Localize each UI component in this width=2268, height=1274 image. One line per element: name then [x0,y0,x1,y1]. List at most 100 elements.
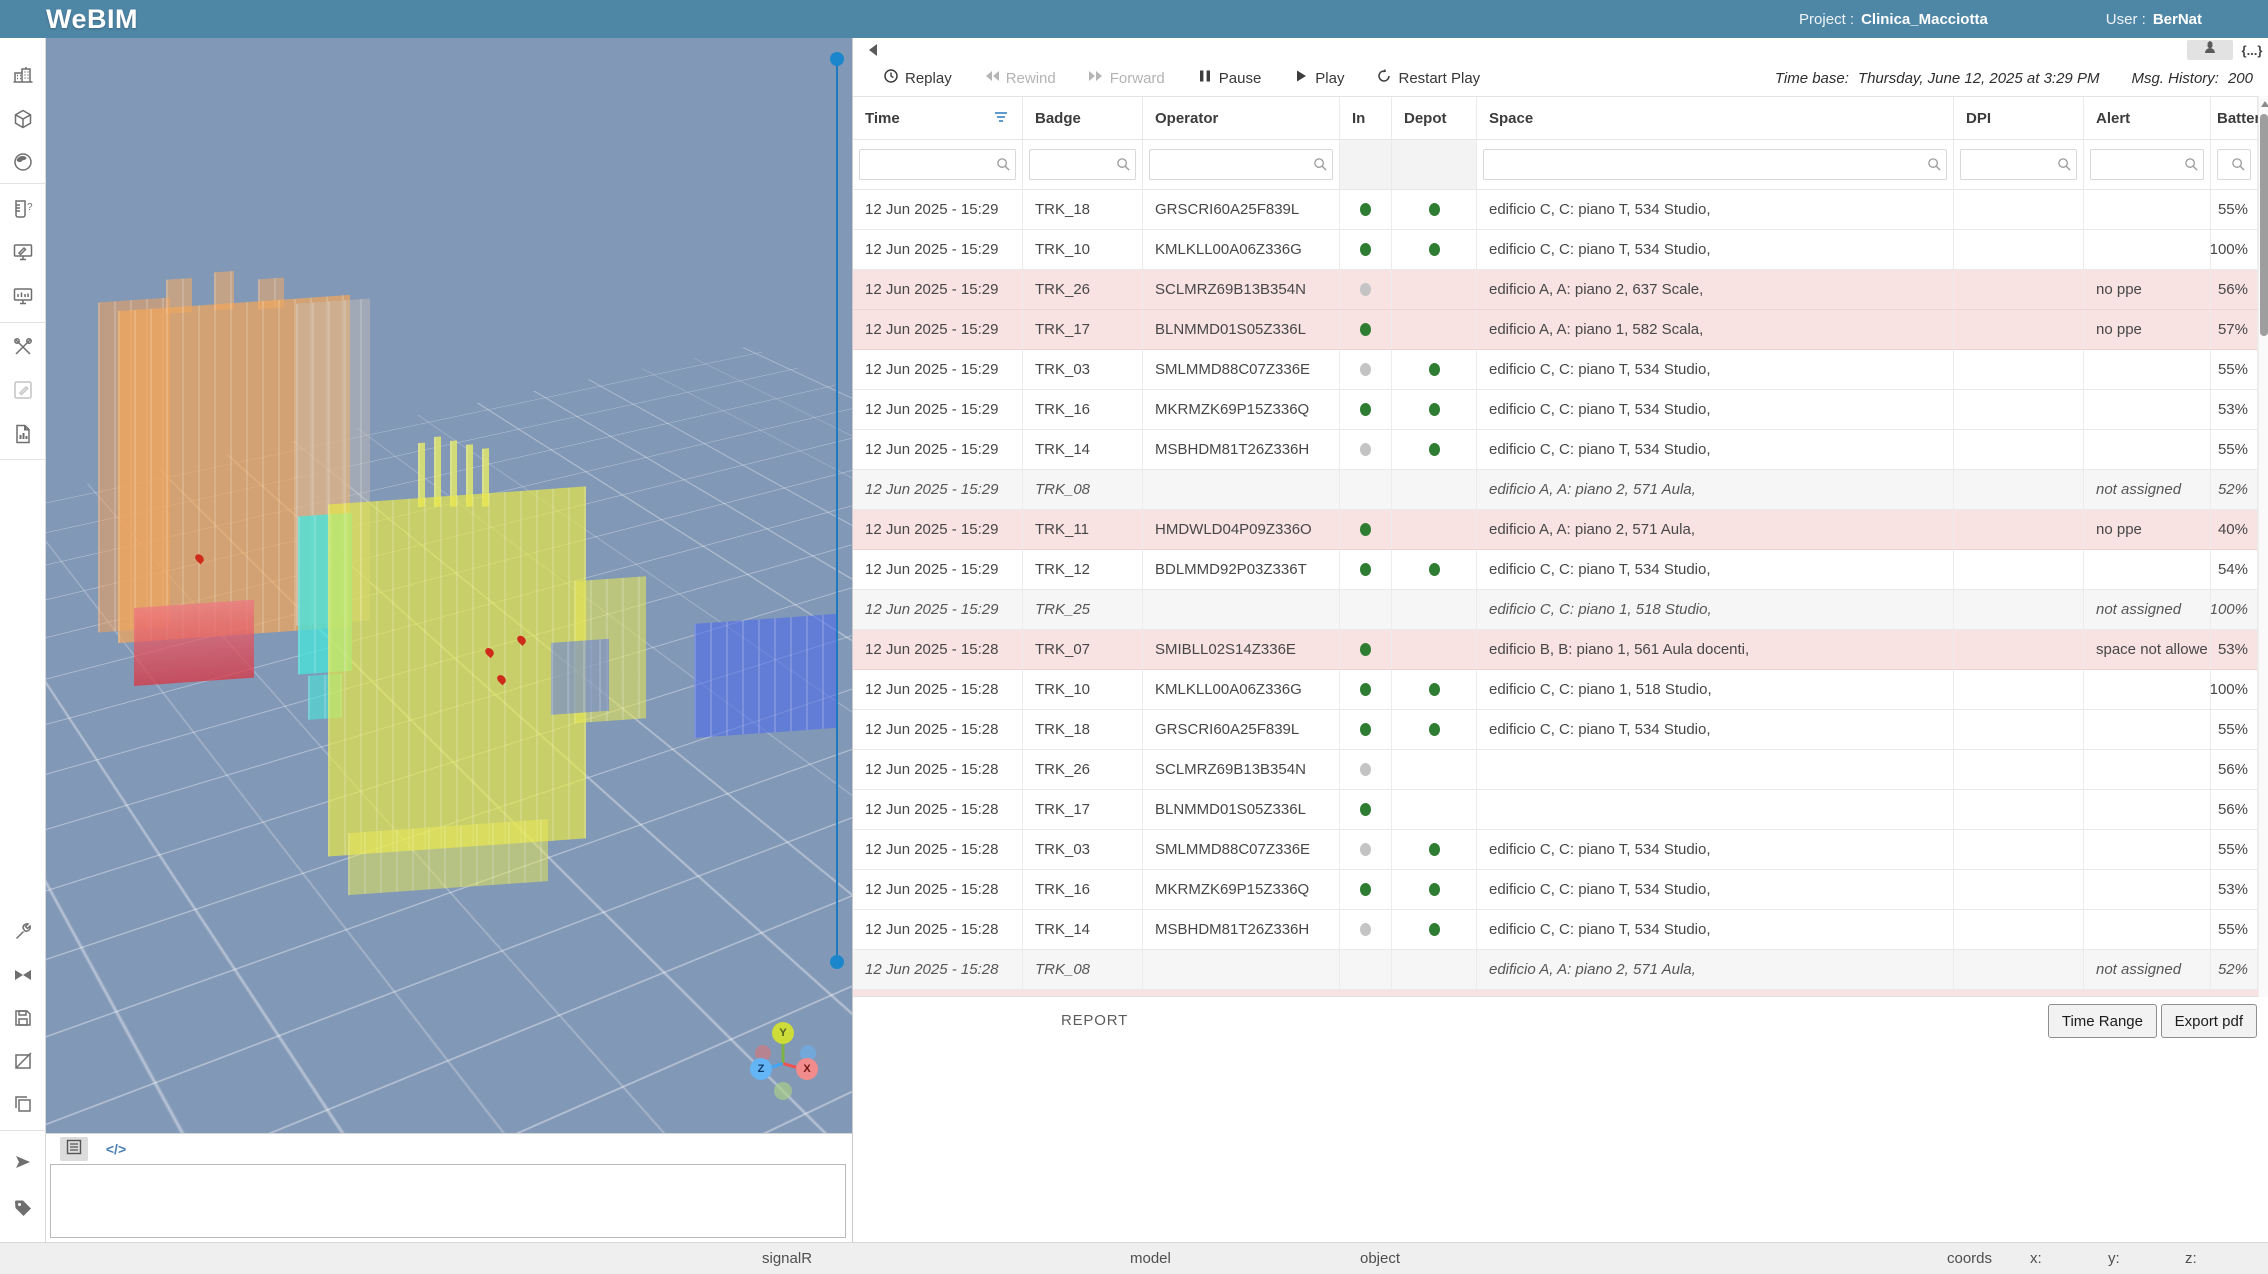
panel-splitter[interactable] [836,58,838,962]
tab-report[interactable]: REPORT [1061,1012,1128,1029]
axis-y-ball[interactable]: Y [772,1022,794,1044]
globe-icon[interactable] [12,151,34,173]
sort-icon[interactable] [994,110,1010,127]
tag-icon[interactable] [12,1197,34,1219]
cell-operator [1143,590,1340,630]
flask-question-icon[interactable]: ? [12,198,34,220]
col-header-in[interactable]: In [1340,97,1392,139]
in-status-dot [1360,443,1371,456]
table-row[interactable]: 12 Jun 2025 - 15:29 TRK_26 SCLMRZ69B13B3… [853,270,2258,310]
cell-badge: TRK_07 [1023,630,1143,670]
col-header-badge[interactable]: Badge [1023,97,1143,139]
cell-battery: 55% [2211,190,2258,230]
axis-x-ball[interactable]: X [796,1058,818,1080]
depot-status-dot [1429,883,1440,896]
cell-depot [1392,750,1477,790]
in-status-dot [1360,203,1371,216]
tab-properties-list[interactable] [60,1137,88,1161]
operator-filter-input[interactable] [1149,149,1333,180]
table-row[interactable]: 12 Jun 2025 - 15:28 TRK_26 SCLMRZ69B13B3… [853,750,2258,790]
table-scrollbar[interactable] [2258,96,2268,997]
table-row[interactable]: 12 Jun 2025 - 15:29 TRK_25 edificio C, C… [853,590,2258,630]
scroll-up-arrow[interactable] [2261,101,2268,107]
msg-history-label: Msg. History: [2131,70,2219,87]
table-row[interactable]: 12 Jun 2025 - 15:29 TRK_11 HMDWLD04P09Z3… [853,510,2258,550]
table-row[interactable]: 12 Jun 2025 - 15:28 TRK_08 edificio A, A… [853,950,2258,990]
bottom-left-panel: </> [46,1133,852,1242]
cell-dpi [1954,590,2084,630]
play-button[interactable]: Play [1293,68,1344,88]
3d-viewport[interactable]: Y Z X [46,38,852,1133]
monitor-edit-icon[interactable] [12,241,34,263]
time-filter-input[interactable] [859,149,1016,180]
col-header-battery[interactable]: Battery [2211,97,2258,139]
col-header-dpi[interactable]: DPI [1954,97,2084,139]
cube-3d-icon[interactable] [12,108,34,130]
table-row[interactable]: 12 Jun 2025 - 15:29 TRK_18 GRSCRI60A25F8… [853,190,2258,230]
cell-time: 12 Jun 2025 - 15:29 [853,230,1023,270]
cell-space: edificio C, C: piano T, 534 Studio, [1477,550,1954,590]
save-icon[interactable] [12,1007,34,1029]
monitor-presentation-icon[interactable] [12,285,34,307]
in-status-dot [1360,403,1371,416]
msg-history-value: 200 [2228,70,2253,87]
table-row[interactable]: 12 Jun 2025 - 15:29 TRK_03 SMLMMD88C07Z3… [853,350,2258,390]
table-row[interactable]: 12 Jun 2025 - 15:29 TRK_10 KMLKLL00A06Z3… [853,230,2258,270]
splitter-handle-bottom[interactable] [830,955,844,969]
table-row[interactable]: 12 Jun 2025 - 15:28 TRK_18 GRSCRI60A25F8… [853,710,2258,750]
table-row[interactable]: 12 Jun 2025 - 15:29 TRK_14 MSBHDM81T26Z3… [853,430,2258,470]
tools-icon[interactable] [12,336,34,358]
table-row[interactable]: 12 Jun 2025 - 15:28 TRK_07 SMIBLL02S14Z3… [853,630,2258,670]
restart-play-button[interactable]: Restart Play [1376,68,1480,88]
tab-code[interactable]: </> [102,1137,130,1161]
cell-depot [1392,310,1477,350]
forward-button[interactable]: Forward [1088,68,1165,88]
edit-note-icon[interactable] [12,379,34,401]
rewind-button[interactable]: Rewind [984,68,1056,88]
col-header-space[interactable]: Space [1477,97,1954,139]
table-row[interactable]: 12 Jun 2025 - 15:29 TRK_08 edificio A, A… [853,470,2258,510]
export-pdf-button[interactable]: Export pdf [2161,1004,2257,1038]
file-report-icon[interactable] [12,423,34,445]
panel-footer: REPORT Time Range Export pdf [853,998,2268,1050]
table-row[interactable]: 12 Jun 2025 - 15:28 TRK_14 MSBHDM81T26Z3… [853,910,2258,950]
cell-operator: MKRMZK69P15Z336Q [1143,870,1340,910]
depot-filter-cell [1392,140,1477,189]
cell-in [1340,790,1392,830]
wrench-icon[interactable] [12,921,34,943]
building-icon[interactable] [12,64,34,86]
json-view-toggle[interactable]: {...} [2239,40,2265,60]
axis-z-ball[interactable]: Z [750,1058,772,1080]
col-header-operator[interactable]: Operator [1143,97,1340,139]
table-row[interactable]: 12 Jun 2025 - 15:29 TRK_17 BLNMMD01S05Z3… [853,310,2258,350]
pause-button[interactable]: Pause [1197,68,1262,88]
cell-dpi [1954,830,2084,870]
table-row[interactable]: 12 Jun 2025 - 15:28 TRK_10 KMLKLL00A06Z3… [853,670,2258,710]
connector-icon[interactable] [12,964,34,986]
copy-icon[interactable] [12,1093,34,1115]
cell-space: edificio B, B: piano 1, 561 Aula docenti… [1477,630,1954,670]
collapse-panel-icon[interactable] [869,44,877,56]
table-row[interactable]: 12 Jun 2025 - 15:28 TRK_16 MKRMZK69P15Z3… [853,870,2258,910]
scrollbar-thumb[interactable] [2260,114,2268,336]
table-row[interactable]: 12 Jun 2025 - 15:29 TRK_16 MKRMZK69P15Z3… [853,390,2258,430]
col-header-time[interactable]: Time [853,97,1023,139]
space-filter-input[interactable] [1483,149,1947,180]
splitter-handle-top[interactable] [830,52,844,66]
cell-badge: TRK_10 [1023,670,1143,710]
search-icon [1313,157,1328,172]
axis-y-label: Y [779,1027,786,1039]
replay-button[interactable]: Replay [883,68,952,88]
box-slash-icon[interactable] [12,1050,34,1072]
time-range-button[interactable]: Time Range [2048,1004,2157,1038]
table-row[interactable]: 12 Jun 2025 - 15:28 TRK_17 BLNMMD01S05Z3… [853,790,2258,830]
col-header-alert[interactable]: Alert [2084,97,2211,139]
send-icon[interactable] [12,1151,34,1173]
table-row[interactable]: 12 Jun 2025 - 15:29 TRK_12 BDLMMD92P03Z3… [853,550,2258,590]
cell-alert [2084,350,2211,390]
table-row[interactable]: 12 Jun 2025 - 15:28 TRK_03 SMLMMD88C07Z3… [853,830,2258,870]
col-header-depot[interactable]: Depot [1392,97,1477,139]
worker-view-toggle[interactable] [2187,40,2233,60]
cell-depot [1392,830,1477,870]
cell-in [1340,590,1392,630]
